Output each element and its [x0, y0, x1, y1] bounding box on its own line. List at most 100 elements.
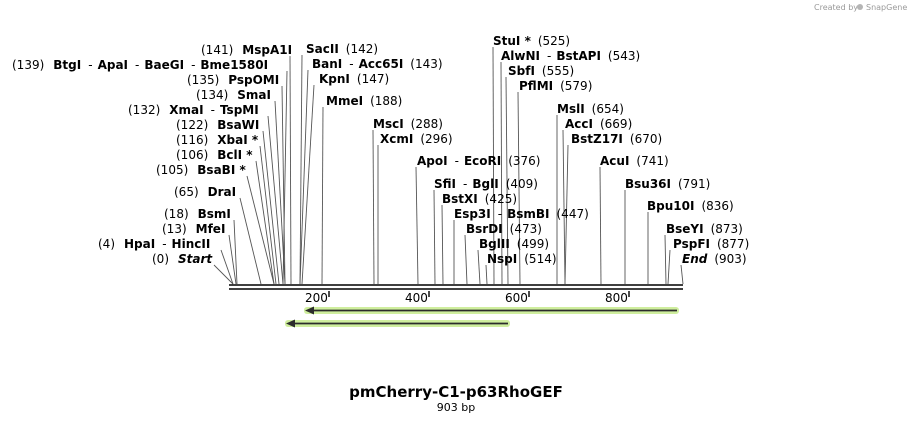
enzyme-name-kpni[interactable]: KpnI: [319, 72, 350, 86]
site-label[interactable]: (141) MspA1I: [201, 43, 292, 57]
enzyme-name-bstz17i[interactable]: BstZ17I: [571, 132, 623, 146]
enzyme-name-hpai[interactable]: HpaI: [124, 237, 155, 251]
site-label[interactable]: PflMI (579): [519, 79, 592, 93]
site-label[interactable]: (139) BtgI - ApaI - BaeGI - Bme1580I: [12, 58, 268, 72]
feature-reverse-arrow[interactable]: [285, 319, 510, 328]
enzyme-name-bcli[interactable]: BclI *: [217, 148, 253, 162]
leader-line: [299, 54, 303, 285]
enzyme-name-xcmi[interactable]: XcmI: [380, 132, 413, 146]
enzyme-name-bsu36i[interactable]: Bsu36I: [625, 177, 671, 191]
site-label[interactable]: AcuI (741): [600, 154, 669, 168]
site-label[interactable]: (122) BsaWI: [176, 118, 259, 132]
site-label[interactable]: MmeI (188): [326, 94, 402, 108]
site-label[interactable]: NspI (514): [487, 252, 557, 266]
site-label[interactable]: MscI (288): [373, 117, 443, 131]
enzyme-name-alwni[interactable]: AlwNI: [501, 49, 540, 63]
site-label[interactable]: PspFI (877): [673, 237, 749, 251]
enzyme-name-btgi[interactable]: BtgI: [53, 58, 81, 72]
site-label[interactable]: (0) Start: [152, 252, 213, 266]
enzyme-name-mmei[interactable]: MmeI: [326, 94, 363, 108]
site-label[interactable]: BstZ17I (670): [571, 132, 662, 146]
enzyme-name-sbfi[interactable]: SbfI: [508, 64, 535, 78]
enzyme-name-sfii[interactable]: SfiI: [434, 177, 456, 191]
site-label[interactable]: (18) BsmI: [164, 207, 231, 221]
site-label[interactable]: MslI (654): [557, 102, 624, 116]
site-position: (141): [201, 43, 233, 57]
enzyme-name-bsmbi[interactable]: BsmBI: [507, 207, 549, 221]
enzyme-name-bani[interactable]: BanI: [312, 57, 342, 71]
enzyme-name-msli[interactable]: MslI: [557, 102, 585, 116]
enzyme-name-bsabi[interactable]: BsaBI *: [197, 163, 246, 177]
site-label[interactable]: ApoI - EcoRI (376): [417, 154, 540, 168]
enzyme-name-apai[interactable]: ApaI: [98, 58, 128, 72]
site-label[interactable]: (116) XbaI *: [176, 133, 259, 147]
enzyme-name-acci[interactable]: AccI: [565, 117, 593, 131]
enzyme-name-bseyi[interactable]: BseYI: [666, 222, 704, 236]
site-label[interactable]: (132) XmaI - TspMI: [128, 103, 259, 117]
site-label[interactable]: (106) BclI *: [176, 148, 253, 162]
site-label[interactable]: (134) SmaI: [196, 88, 271, 102]
enzyme-name-sacii[interactable]: SacII: [306, 42, 339, 56]
site-label[interactable]: Esp3I - BsmBI (447): [454, 207, 589, 221]
enzyme-name-apoi[interactable]: ApoI: [417, 154, 448, 168]
enzyme-name-msci[interactable]: MscI: [373, 117, 404, 131]
enzyme-name-mfei[interactable]: MfeI: [196, 222, 226, 236]
enzyme-name-ecori[interactable]: EcoRI: [464, 154, 501, 168]
site-label[interactable]: (65) DraI: [174, 185, 236, 199]
site-label[interactable]: SacII (142): [306, 42, 378, 56]
enzyme-name-start[interactable]: Start: [178, 252, 213, 266]
site-label[interactable]: AccI (669): [565, 117, 632, 131]
enzyme-name-bstapi[interactable]: BstAPI: [556, 49, 601, 63]
feature-forward-arrow[interactable]: [304, 306, 679, 315]
enzyme-name-mspa1i[interactable]: MspA1I: [242, 43, 292, 57]
enzyme-name-hincii[interactable]: HincII: [172, 237, 211, 251]
enzyme-name-bsawi[interactable]: BsaWI: [217, 118, 259, 132]
site-label[interactable]: BsrDI (473): [466, 222, 542, 236]
enzyme-name-nspi[interactable]: NspI: [487, 252, 517, 266]
enzyme-separator: -: [349, 57, 353, 71]
site-label[interactable]: SfiI - BglI (409): [434, 177, 538, 191]
enzyme-name-xmai[interactable]: XmaI: [169, 103, 203, 117]
site-label[interactable]: (13) MfeI: [162, 222, 225, 236]
site-label[interactable]: BanI - Acc65I (143): [312, 57, 443, 71]
site-label[interactable]: StuI * (525): [493, 34, 570, 48]
site-label[interactable]: Bsu36I (791): [625, 177, 710, 191]
site-label[interactable]: KpnI (147): [319, 72, 389, 86]
enzyme-name-tspmi[interactable]: TspMI: [220, 103, 259, 117]
enzyme-name-baegi[interactable]: BaeGI: [144, 58, 184, 72]
site-label[interactable]: BseYI (873): [666, 222, 743, 236]
enzyme-name-end[interactable]: End: [682, 252, 708, 266]
enzyme-name-bglii[interactable]: BglII: [479, 237, 510, 251]
site-position: (514): [524, 252, 556, 266]
site-label[interactable]: End (903): [682, 252, 747, 266]
site-label[interactable]: BstXI (425): [442, 192, 517, 206]
enzyme-name-stui[interactable]: StuI *: [493, 34, 532, 48]
enzyme-name-acc65i[interactable]: Acc65I: [359, 57, 404, 71]
enzyme-name-pflmi[interactable]: PflMI: [519, 79, 553, 93]
enzyme-name-acui[interactable]: AcuI: [600, 154, 629, 168]
enzyme-name-bme1580i[interactable]: Bme1580I: [200, 58, 268, 72]
site-label[interactable]: Bpu10I (836): [647, 199, 734, 213]
enzyme-name-bgli[interactable]: BglI: [472, 177, 498, 191]
site-label[interactable]: SbfI (555): [508, 64, 574, 78]
site-label[interactable]: (135) PspOMI: [187, 73, 279, 87]
enzyme-name-bstxi[interactable]: BstXI: [442, 192, 478, 206]
site-label[interactable]: (105) BsaBI *: [156, 163, 246, 177]
enzyme-name-pspfi[interactable]: PspFI: [673, 237, 710, 251]
leader-line: [664, 234, 667, 285]
enzyme-name-drai[interactable]: DraI: [208, 185, 236, 199]
site-label[interactable]: AlwNI - BstAPI (543): [501, 49, 640, 63]
enzyme-name-bpu10i[interactable]: Bpu10I: [647, 199, 694, 213]
site-label[interactable]: BglII (499): [479, 237, 549, 251]
enzyme-name-esp3i[interactable]: Esp3I: [454, 207, 491, 221]
leader-line: [500, 61, 503, 285]
enzyme-name-bsmi[interactable]: BsmI: [198, 207, 231, 221]
enzyme-name-smai[interactable]: SmaI: [237, 88, 271, 102]
site-label[interactable]: XcmI (296): [380, 132, 453, 146]
enzyme-name-pspomi[interactable]: PspOMI: [228, 73, 279, 87]
site-position: (4): [98, 237, 115, 251]
ruler: 200 400 600 800: [305, 291, 630, 305]
site-label[interactable]: (4) HpaI - HincII: [98, 237, 210, 251]
enzyme-name-xbai[interactable]: XbaI *: [217, 133, 259, 147]
enzyme-name-bsrdi[interactable]: BsrDI: [466, 222, 503, 236]
